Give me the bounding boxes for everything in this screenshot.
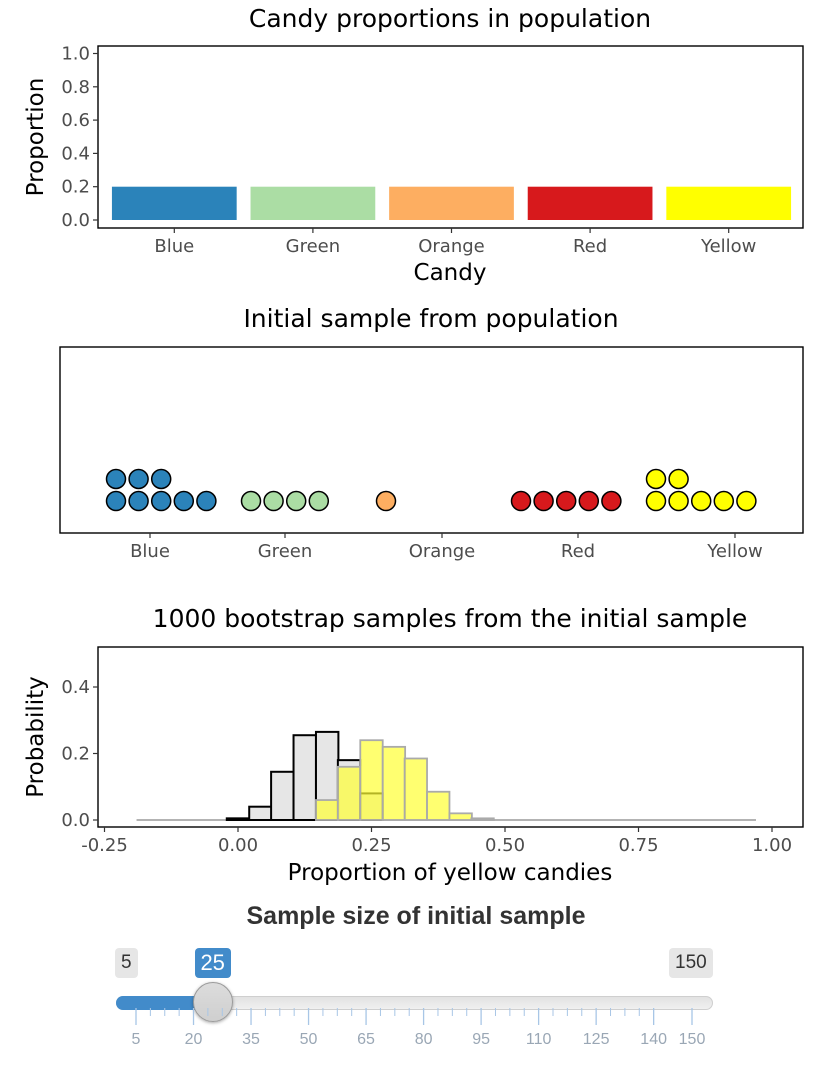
chart2-xtick-label: Green bbox=[258, 541, 313, 562]
chart3-xlabel: Proportion of yellow candies bbox=[288, 860, 613, 886]
bootstrap-histogram-chart: 1000 bootstrap samples from the initial … bbox=[23, 604, 804, 886]
chart3-bar-population bbox=[270, 770, 295, 821]
chart2-dot-blue bbox=[150, 490, 172, 512]
chart1-xtick-label: Green bbox=[286, 236, 341, 257]
population-proportion-chart: Candy proportions in population 0.0 0.2 0.… bbox=[23, 4, 804, 286]
chart3-xtick-label: 1.00 bbox=[752, 835, 792, 856]
chart3-bar-bootstrap bbox=[403, 757, 428, 821]
chart2-dot-red bbox=[510, 490, 532, 512]
chart2-dot-yellow bbox=[645, 490, 667, 512]
slider-fill-bar bbox=[116, 996, 213, 1010]
chart1-xtick-label: Orange bbox=[418, 236, 485, 257]
chart2-dot-yellow bbox=[668, 490, 689, 512]
chart1-ytick-label: 1.0 bbox=[61, 44, 90, 65]
chart2-dot-red bbox=[533, 490, 554, 512]
chart1-ylabel: Proportion bbox=[23, 78, 49, 197]
slider-grid-label: 50 bbox=[300, 1031, 318, 1048]
chart3-xtick-label: 0.00 bbox=[218, 835, 258, 856]
chart3-ytick-label: 0.2 bbox=[61, 744, 90, 765]
slider-grid-label: 150 bbox=[679, 1031, 706, 1048]
chart2-xtick-label: Orange bbox=[409, 541, 476, 562]
chart1-bar-orange bbox=[389, 186, 514, 220]
chart3-ylabel: Probability bbox=[23, 676, 49, 798]
chart1-ytick-label: 0.2 bbox=[61, 177, 90, 198]
chart3-xtick-label: -0.25 bbox=[81, 835, 128, 856]
chart1-bar-red bbox=[527, 186, 653, 220]
chart1-xtick-label: Yellow bbox=[700, 236, 756, 257]
chart1-xtick-label: Blue bbox=[154, 236, 194, 257]
chart3-title: 1000 bootstrap samples from the initial … bbox=[153, 604, 748, 633]
chart3-bar-population bbox=[292, 734, 317, 822]
chart3-bar-population bbox=[248, 805, 273, 822]
chart2-dot-green bbox=[308, 490, 330, 512]
charts-canvas: Candy proportions in population 0.0 0.2 0.… bbox=[23, 4, 804, 886]
slider-grid-label: 95 bbox=[472, 1031, 490, 1048]
slider-grid-label: 140 bbox=[640, 1031, 667, 1048]
chart2-dot-blue bbox=[150, 468, 172, 490]
chart2-xtick-label: Red bbox=[561, 541, 595, 562]
chart2-dot-blue bbox=[128, 468, 149, 490]
chart3-bar-bootstrap bbox=[359, 739, 384, 821]
chart2-title: Initial sample from population bbox=[243, 304, 618, 333]
slider-heading: Sample size of initial sample bbox=[246, 902, 586, 930]
chart3-ytick-label: 0.4 bbox=[61, 677, 90, 698]
chart2-xtick-label: Blue bbox=[130, 541, 170, 562]
chart1-ytick-label: 0.0 bbox=[61, 210, 90, 231]
chart2-dot-blue bbox=[128, 490, 149, 512]
chart2-dot-green bbox=[285, 490, 307, 512]
chart1-xlabel: Candy bbox=[414, 260, 487, 286]
chart1-ytick-label: 0.6 bbox=[61, 110, 90, 131]
chart2-dot-red bbox=[601, 490, 622, 512]
slider-grid: 5 20 35 50 65 80 95 110 125 140 150 bbox=[132, 1008, 706, 1048]
slider-grid-label: 65 bbox=[357, 1031, 375, 1048]
chart1-xtick-label: Red bbox=[573, 236, 607, 257]
chart1-title: Candy proportions in population bbox=[249, 4, 651, 33]
chart3-ytick-label: 0.0 bbox=[61, 810, 90, 831]
slider-max-label: 150 bbox=[669, 948, 713, 978]
chart2-dot-yellow bbox=[690, 490, 712, 512]
chart2-xtick-label: Yellow bbox=[706, 541, 762, 562]
chart1-ytick-label: 0.8 bbox=[61, 77, 90, 98]
initial-sample-chart: Initial sample from population Blue Green… bbox=[59, 304, 804, 562]
slider-handle[interactable] bbox=[192, 982, 233, 1022]
chart2-dot-green bbox=[263, 490, 284, 512]
slider-grid-label: 80 bbox=[415, 1031, 433, 1048]
chart3-bar-bootstrap bbox=[336, 765, 362, 821]
chart1-bar-green bbox=[250, 186, 376, 220]
chart2-dot-blue bbox=[196, 490, 217, 512]
chart3-bar-bootstrap bbox=[448, 812, 473, 821]
chart3-bar-bootstrap bbox=[426, 790, 451, 821]
chart2-dot-blue bbox=[105, 490, 127, 512]
chart1-ytick-label: 0.4 bbox=[61, 143, 90, 164]
chart2-dot-yellow bbox=[645, 468, 667, 490]
chart1-bar-blue bbox=[111, 186, 237, 220]
slider-grid-label: 35 bbox=[242, 1031, 260, 1048]
chart3-xtick-label: 0.50 bbox=[485, 835, 525, 856]
chart2-dot-yellow bbox=[668, 468, 689, 490]
slider-grid-label: 125 bbox=[583, 1031, 610, 1048]
slider-value-label: 25 bbox=[194, 948, 231, 978]
chart2-dot-orange bbox=[375, 490, 397, 512]
chart1-bar-yellow bbox=[666, 186, 792, 220]
chart3-bar-population bbox=[225, 817, 251, 822]
chart2-panel bbox=[59, 346, 804, 534]
slider-grid-label: 20 bbox=[185, 1031, 203, 1048]
chart3-xtick-label: 0.25 bbox=[351, 835, 391, 856]
chart2-dot-yellow bbox=[713, 490, 735, 512]
chart2-dot-yellow bbox=[736, 490, 757, 512]
chart3-xtick-label: 0.75 bbox=[618, 835, 658, 856]
chart2-dot-red bbox=[555, 490, 577, 512]
chart2-dot-blue bbox=[173, 490, 195, 512]
chart2-dot-red bbox=[578, 490, 600, 512]
chart3-panel bbox=[97, 646, 804, 828]
chart3-bar-bootstrap bbox=[381, 745, 407, 821]
chart3-bar-bootstrap bbox=[315, 799, 340, 821]
chart3-bar-bootstrap bbox=[470, 817, 495, 821]
chart2-dot-green bbox=[240, 490, 262, 512]
sample-size-slider-block: Sample size of initial sample 5 150 25 5… bbox=[0, 890, 832, 1080]
slider-grid-label: 110 bbox=[526, 1031, 552, 1048]
slider-min-label: 5 bbox=[115, 948, 138, 978]
slider-grid-label: 5 bbox=[132, 1031, 141, 1048]
chart2-dot-blue bbox=[105, 468, 127, 490]
